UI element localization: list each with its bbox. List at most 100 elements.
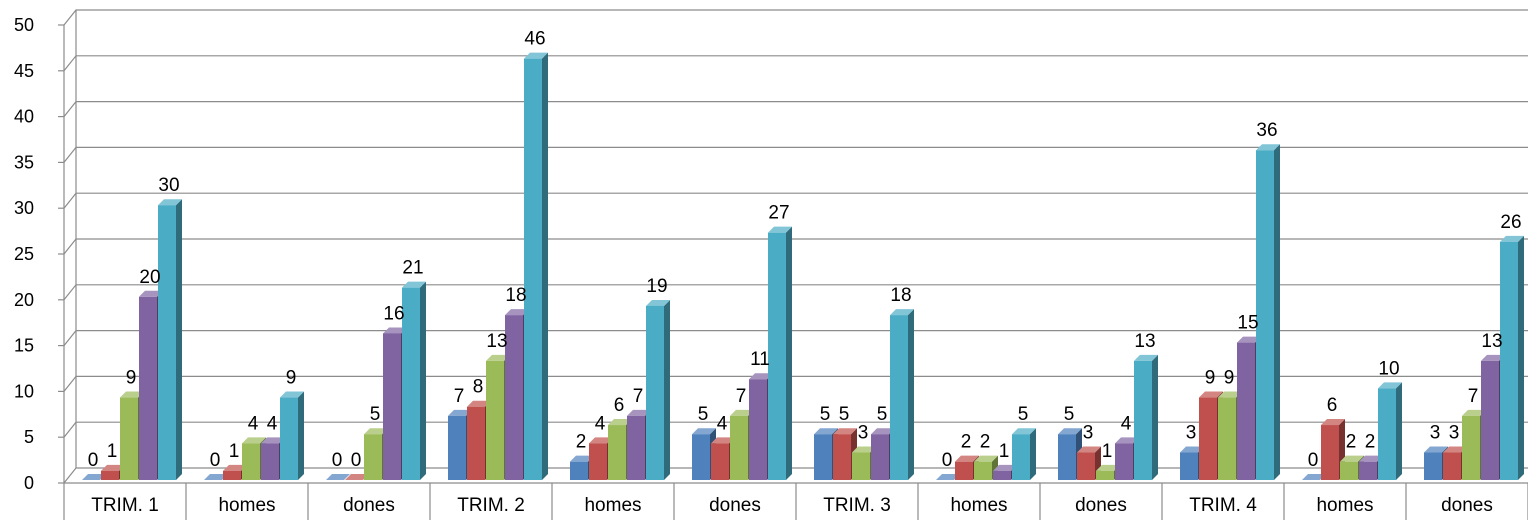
- data-label: 9: [126, 368, 137, 389]
- bar-front: [120, 397, 138, 480]
- bar-top: [1302, 474, 1326, 480]
- bar-front: [692, 434, 710, 480]
- bar-top: [204, 474, 228, 480]
- bar-front: [1321, 425, 1339, 480]
- data-label: 2: [1365, 432, 1376, 453]
- bar-front: [589, 443, 607, 480]
- bar-side: [542, 52, 548, 480]
- x-tick-label: homes: [950, 495, 1007, 516]
- bar-front: [1012, 434, 1030, 480]
- x-tick-label: homes: [218, 495, 275, 516]
- bar-front: [1378, 388, 1396, 480]
- y-tick-label: 15: [14, 336, 34, 356]
- bar: [1077, 446, 1101, 480]
- bar-side: [176, 199, 182, 480]
- bar-front: [505, 315, 523, 480]
- bar-front: [467, 406, 485, 480]
- bar: [1115, 437, 1139, 480]
- bar-front: [871, 434, 889, 480]
- bar-front: [1077, 452, 1095, 480]
- bar-top: [139, 290, 163, 297]
- x-tick-label: dones: [1075, 495, 1127, 516]
- data-label: 5: [820, 404, 831, 425]
- bar-front: [524, 58, 542, 480]
- bar-top: [936, 474, 960, 480]
- bar-front: [1058, 434, 1076, 480]
- bar-front: [486, 360, 504, 480]
- bar-top: [402, 281, 426, 288]
- bar-top: [1077, 446, 1101, 453]
- bar-front: [646, 305, 664, 480]
- bar-front: [730, 415, 748, 480]
- gridline: [63, 375, 1528, 392]
- bar-top: [223, 464, 247, 471]
- data-label: 36: [1256, 120, 1277, 141]
- data-label: 5: [698, 404, 709, 425]
- category-axis: TRIM. 1 homes dones TRIM. 2 homes dones TRIM. …: [63, 482, 1528, 520]
- bar-top: [524, 52, 548, 59]
- bar-front: [1424, 452, 1442, 480]
- bar-side: [1274, 144, 1280, 481]
- bar-front: [139, 296, 157, 480]
- bar-front: [768, 232, 786, 480]
- data-label: 7: [454, 386, 465, 407]
- bar: [326, 474, 350, 480]
- bar-front: [814, 434, 832, 480]
- bar-top: [1218, 391, 1242, 398]
- data-label: 3: [1449, 423, 1460, 444]
- bar: [345, 474, 369, 480]
- bar-front: [749, 379, 767, 480]
- gridlines: [63, 9, 1528, 484]
- data-label: 2: [576, 432, 587, 453]
- bar: [280, 391, 304, 480]
- bar: [890, 309, 914, 480]
- bar-front: [974, 461, 992, 480]
- data-label: 3: [1186, 423, 1197, 444]
- bar-top: [364, 428, 388, 435]
- bar-front: [627, 415, 645, 480]
- bar-top: [646, 299, 670, 306]
- bar-top: [1462, 409, 1486, 416]
- data-label: 4: [717, 413, 728, 434]
- data-label: 9: [286, 368, 297, 389]
- y-tick-label: 5: [24, 427, 34, 447]
- data-label: 2: [961, 432, 972, 453]
- bar-top: [1256, 144, 1280, 151]
- data-label: 6: [1327, 395, 1338, 416]
- x-tick-label: homes: [1316, 495, 1373, 516]
- bar-side: [298, 391, 304, 480]
- data-label: 18: [890, 285, 911, 306]
- bar-top: [1321, 419, 1345, 426]
- bar-front: [711, 443, 729, 480]
- y-tick-label: 45: [14, 61, 34, 81]
- bar-side: [1518, 235, 1524, 480]
- bar-top: [1058, 428, 1082, 435]
- bar-front: [1481, 360, 1499, 480]
- data-label: 3: [1430, 423, 1441, 444]
- bar-top: [1500, 235, 1524, 242]
- bar-top: [280, 391, 304, 398]
- bar: [1378, 382, 1402, 480]
- data-label: 10: [1378, 358, 1399, 379]
- data-label: 26: [1500, 212, 1521, 233]
- bar-front: [1462, 415, 1480, 480]
- data-label: 1: [107, 441, 118, 462]
- bar: [768, 226, 792, 480]
- bar-front: [890, 315, 908, 480]
- y-tick-label: 40: [14, 107, 34, 127]
- data-label: 9: [1224, 368, 1235, 389]
- bars: [82, 52, 1524, 481]
- data-label: 2: [1346, 432, 1357, 453]
- data-label: 21: [402, 258, 423, 279]
- x-tick-label: dones: [709, 495, 761, 516]
- bar-top: [505, 309, 529, 316]
- bar-top: [627, 409, 651, 416]
- bar-front: [280, 397, 298, 480]
- x-tick-label: homes: [584, 495, 641, 516]
- data-label: 5: [1018, 404, 1029, 425]
- bar-side: [1030, 428, 1036, 480]
- data-label: 13: [1134, 331, 1155, 352]
- data-label: 5: [370, 404, 381, 425]
- x-tick-label: TRIM. 3: [823, 495, 891, 516]
- bar-front: [833, 434, 851, 480]
